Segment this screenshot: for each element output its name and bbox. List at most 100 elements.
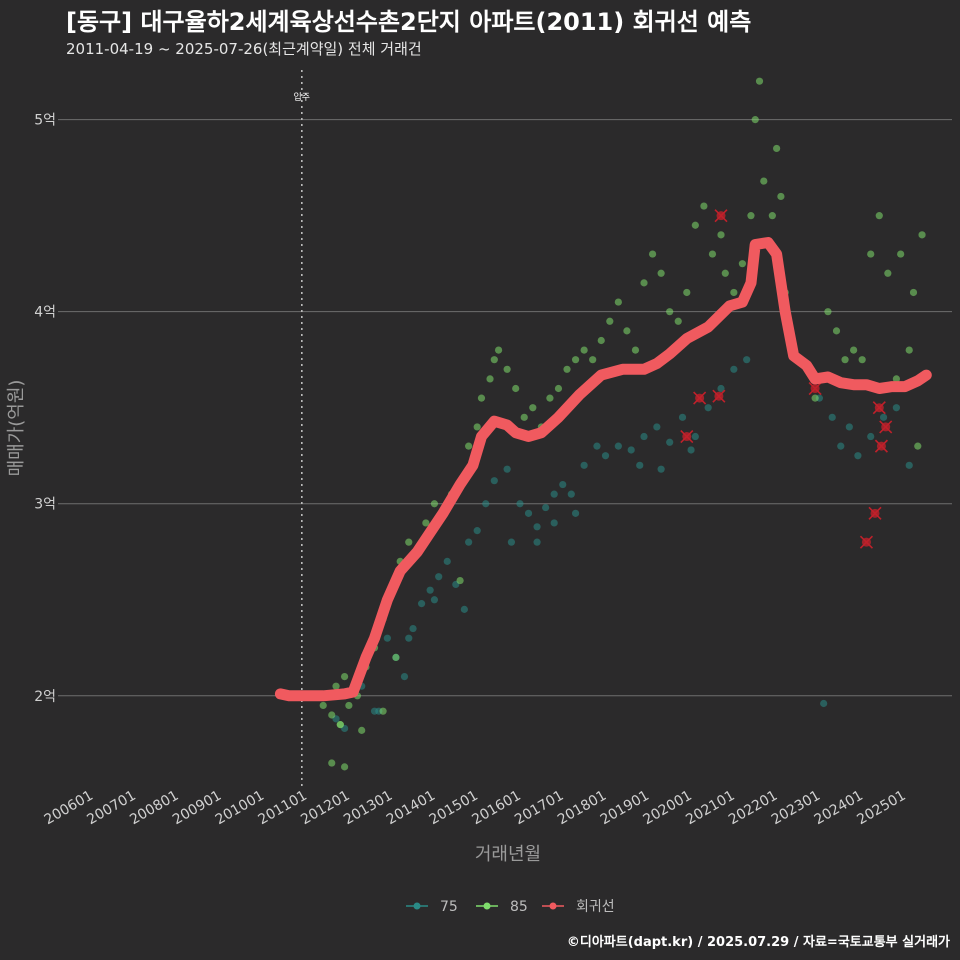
data-point-85 [657, 269, 665, 277]
data-point-85 [777, 192, 785, 201]
data-point-75 [730, 365, 738, 373]
data-point-75 [845, 423, 853, 431]
x-tick-label: 202501 [854, 788, 908, 829]
outlier-cross [680, 429, 694, 444]
data-point-85 [473, 423, 481, 431]
y-tick-labels: 2억 3억 4억 5억 [34, 113, 56, 705]
outlier-markers [680, 209, 893, 549]
data-point-85 [494, 346, 503, 354]
x-axis-label: 거래년월 [475, 844, 541, 865]
regression-line [274, 237, 932, 702]
data-point-75 [691, 432, 699, 441]
outlier-cross [693, 391, 707, 405]
data-point-85 [520, 413, 528, 421]
data-point-85 [875, 212, 883, 220]
data-point-85 [606, 317, 614, 325]
data-point-75 [571, 509, 580, 517]
data-point-85 [738, 260, 747, 268]
data-point-85 [477, 394, 486, 402]
data-point-85 [490, 356, 498, 364]
data-point-85 [858, 356, 866, 364]
data-point-85 [319, 701, 327, 710]
data-point-75 [636, 461, 644, 469]
data-point-85 [914, 442, 922, 450]
legend-label: 회귀선 [576, 899, 615, 915]
data-point-75 [879, 413, 888, 421]
data-point-75 [533, 538, 541, 546]
data-point-85 [918, 231, 926, 239]
move-in-marker: 입주 [294, 70, 310, 788]
data-point-75 [550, 519, 558, 527]
data-point-85 [867, 250, 875, 258]
data-point-75 [460, 605, 468, 613]
x-tick-labels: 2006012007012008012009012010012011012012… [42, 788, 909, 829]
data-point-75 [593, 442, 601, 450]
data-point-85 [700, 202, 708, 210]
data-point-75 [400, 673, 409, 681]
data-point-75 [503, 465, 511, 473]
data-point-75 [687, 446, 695, 454]
y-tick-label: 5억 [34, 113, 56, 129]
data-point-75 [443, 557, 451, 565]
data-point-85 [905, 346, 913, 354]
chart-title: [동구] 대구율하2세계육상선수촌2단지 아파트(2011) 회귀선 예측 [66, 8, 752, 36]
data-point-85 [832, 327, 841, 335]
data-point-85 [512, 384, 520, 393]
data-point-75 [542, 503, 550, 512]
data-point-85 [503, 365, 511, 373]
data-point-75 [657, 465, 665, 473]
data-point-75 [704, 404, 712, 412]
y-axis-label: 매매가(억원) [6, 380, 27, 477]
outlier-cross [859, 535, 874, 549]
data-point-75 [717, 384, 725, 393]
data-point-85 [430, 500, 439, 508]
data-point-85 [392, 653, 400, 661]
data-point-75 [867, 432, 875, 441]
data-point-85 [465, 442, 473, 450]
series-85-points [319, 77, 926, 771]
legend: 75 85 회귀선 [406, 899, 615, 915]
data-point-75 [892, 404, 900, 412]
data-point-85 [631, 346, 640, 354]
data-point-85 [529, 404, 537, 412]
data-point-85 [554, 384, 563, 393]
data-point-75 [490, 477, 498, 485]
data-point-75 [482, 500, 490, 508]
data-point-85 [546, 394, 554, 402]
outlier-cross [872, 401, 886, 415]
data-point-85 [340, 763, 349, 771]
data-point-75 [653, 423, 661, 431]
data-point-85 [589, 356, 597, 364]
data-point-85 [773, 144, 781, 153]
grid-lines [58, 119, 952, 697]
data-point-85 [824, 308, 832, 316]
data-point-85 [422, 519, 430, 527]
data-point-75 [473, 527, 481, 535]
data-point-75 [417, 600, 426, 608]
data-point-75 [430, 596, 439, 604]
data-point-75 [627, 446, 635, 454]
data-point-75 [405, 634, 413, 642]
outlier-cross [874, 439, 888, 453]
y-tick-label: 2억 [34, 689, 56, 705]
data-point-85 [747, 212, 755, 220]
data-point-75 [905, 461, 913, 469]
data-point-85 [580, 346, 588, 354]
data-point-75 [837, 442, 845, 450]
outlier-cross [879, 420, 893, 434]
y-tick-label: 4억 [34, 305, 56, 321]
data-point-75 [614, 442, 622, 450]
data-point-85 [345, 701, 353, 710]
data-point-85 [623, 327, 631, 335]
data-point-75 [828, 413, 836, 421]
data-point-85 [666, 308, 674, 316]
data-point-75 [567, 490, 575, 498]
legend-label: 75 [440, 899, 458, 915]
outlier-cross [868, 506, 882, 520]
data-point-75 [507, 538, 516, 546]
data-point-85 [340, 673, 349, 681]
data-point-75 [524, 509, 533, 517]
data-point-85 [571, 356, 580, 364]
data-point-75 [580, 461, 588, 469]
data-point-85 [892, 375, 900, 383]
